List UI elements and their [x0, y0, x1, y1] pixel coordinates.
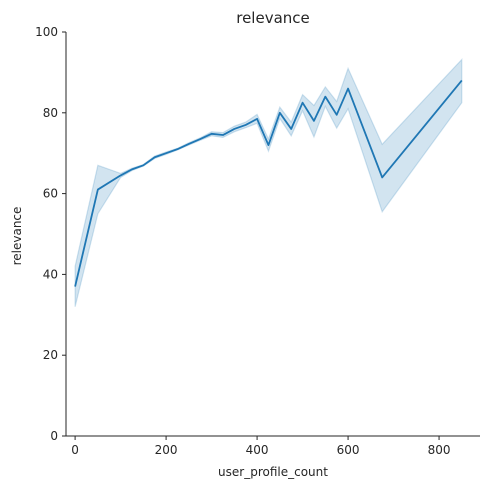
y-tick-label: 0 [50, 429, 58, 443]
data-point [255, 117, 259, 121]
plot-area [73, 57, 464, 307]
data-point [164, 151, 168, 155]
data-point [175, 147, 179, 151]
data-point [244, 123, 248, 127]
data-point [221, 133, 225, 137]
confidence-band [74, 57, 463, 307]
chart-title: relevance [236, 9, 310, 27]
y-tick-label: 80 [43, 106, 58, 120]
data-point [73, 285, 77, 289]
x-axis-label: user_profile_count [218, 465, 328, 479]
y-tick-label: 20 [43, 348, 58, 362]
x-tick-label: 800 [428, 443, 451, 457]
x-axis-ticks: 0 200 400 600 800 [71, 436, 451, 457]
data-point [198, 137, 202, 141]
data-point [323, 95, 327, 99]
y-tick-label: 100 [35, 25, 58, 39]
y-tick-label: 60 [43, 187, 58, 201]
data-point [278, 111, 282, 115]
y-tick-label: 40 [43, 267, 58, 281]
data-point [153, 155, 157, 159]
data-point [312, 119, 316, 123]
data-point [119, 173, 123, 177]
data-point [335, 113, 339, 117]
data-points [73, 78, 464, 288]
data-point [96, 188, 100, 192]
x-tick-label: 200 [155, 443, 178, 457]
y-axis-ticks: 0 20 40 60 80 100 [35, 25, 66, 443]
series-line [74, 79, 463, 287]
data-point [141, 163, 145, 167]
data-point [130, 167, 134, 171]
x-tick-label: 600 [337, 443, 360, 457]
data-point [187, 142, 191, 146]
y-axis-label: relevance [10, 207, 24, 266]
x-tick-label: 400 [246, 443, 269, 457]
data-point [460, 78, 464, 82]
data-point [346, 87, 350, 91]
data-point [301, 101, 305, 105]
data-point [210, 132, 214, 136]
data-point [289, 127, 293, 131]
x-tick-label: 0 [71, 443, 79, 457]
data-point [266, 143, 270, 147]
data-point [232, 127, 236, 131]
data-point [380, 175, 384, 179]
